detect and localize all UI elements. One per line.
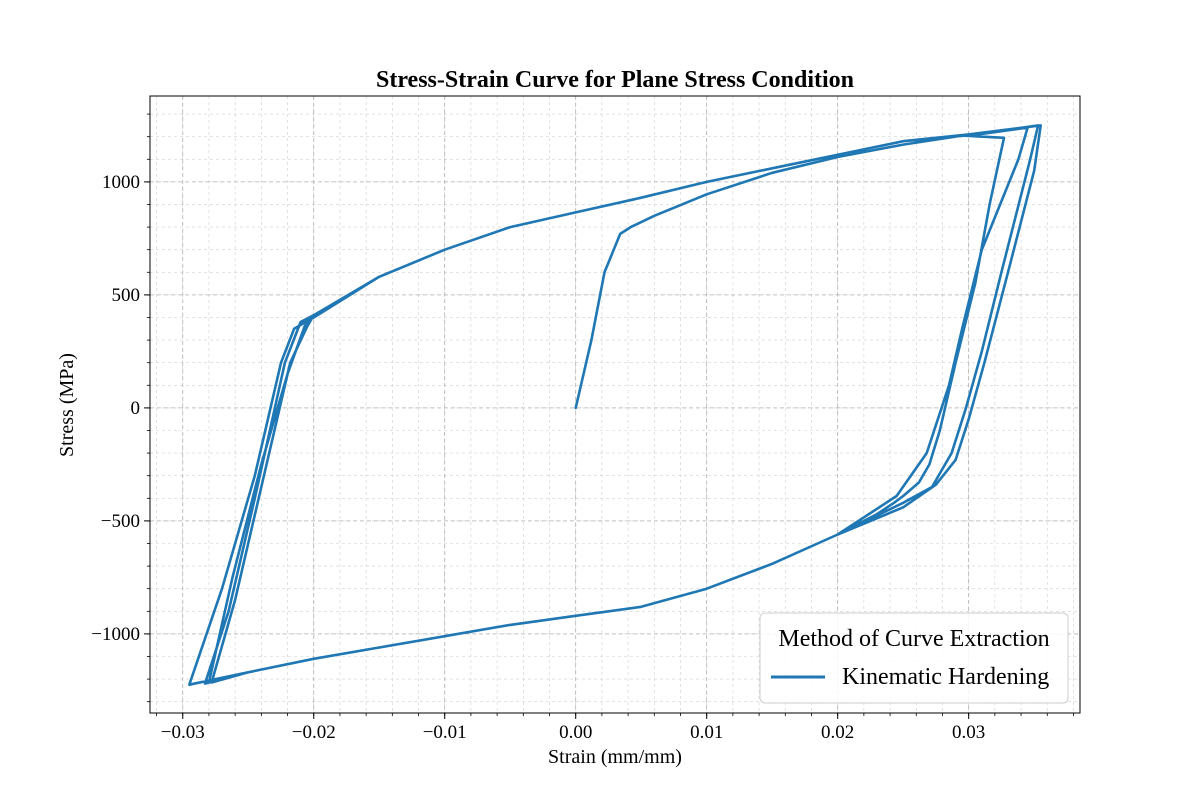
- x-tick-label: −0.01: [423, 722, 467, 743]
- y-axis-label: Stress (MPa): [56, 353, 78, 457]
- x-axis-label: Strain (mm/mm): [548, 746, 682, 768]
- y-tick-label: 0: [131, 398, 141, 419]
- series-line-kinematic-hardening: [188, 124, 1042, 687]
- legend-label-kinematic-hardening: Kinematic Hardening: [842, 664, 1049, 690]
- legend-title: Method of Curve Extraction: [778, 626, 1049, 652]
- x-tick-label: 0.00: [559, 722, 592, 743]
- x-tick-label: 0.01: [690, 722, 723, 743]
- x-tick-label: 0.02: [821, 722, 854, 743]
- y-tick-label: −500: [101, 511, 140, 532]
- plot-area-frame: [149, 95, 1081, 714]
- legend-box: [759, 612, 1069, 704]
- grid: [150, 96, 1080, 713]
- series-group: [188, 124, 1042, 687]
- x-tick-label: −0.02: [292, 722, 336, 743]
- x-tick-label: 0.03: [952, 722, 985, 743]
- y-tick-label: 1000: [102, 172, 140, 193]
- y-tick-label: 500: [112, 285, 141, 306]
- chart-title: Stress-Strain Curve for Plane Stress Con…: [376, 67, 854, 93]
- x-tick-label: −0.03: [161, 722, 205, 743]
- axis-ticks: [144, 113, 1074, 719]
- y-tick-label: −1000: [91, 624, 140, 645]
- legend: Method of Curve Extraction Kinematic Har…: [759, 612, 1069, 704]
- x-tick-labels: −0.03 −0.02 −0.01 0.00 0.01 0.02 0.03: [161, 722, 986, 743]
- y-tick-labels: −1000 −500 0 500 1000: [91, 172, 140, 645]
